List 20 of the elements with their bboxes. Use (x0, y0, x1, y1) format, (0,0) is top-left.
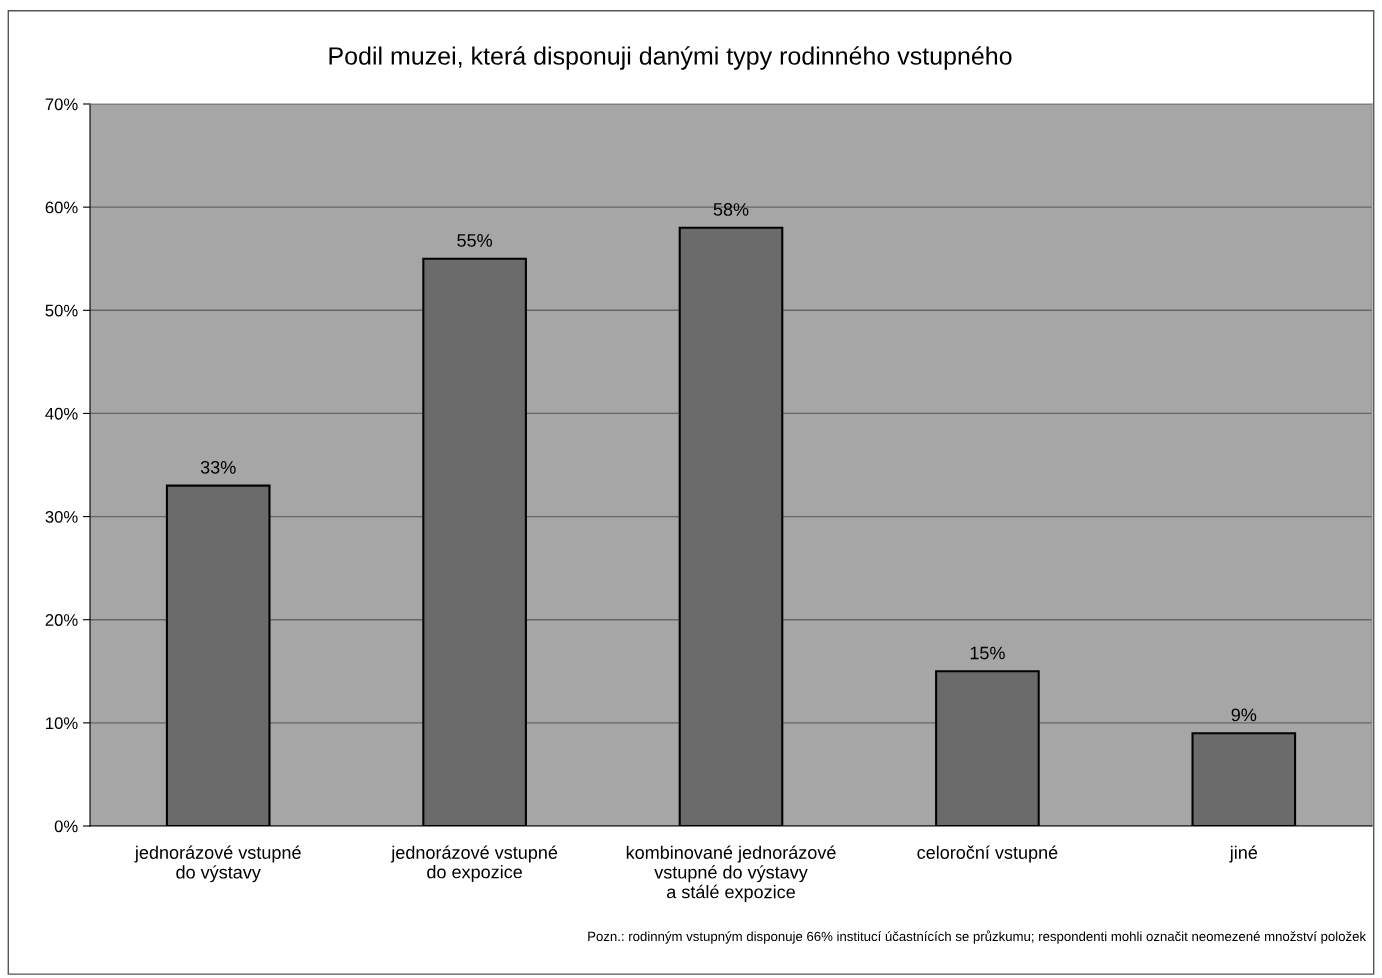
y-tick-label: 0% (54, 820, 78, 833)
text: Pozn.: rodinným vstupným disponuje 66% institucí účastnících se průzkumu; respondenti mohli označit neomezené množství položek (588, 930, 1367, 944)
y-tick-label: 70% (45, 98, 78, 111)
y-tick-label: 20% (45, 614, 78, 626)
x-tick-label: jednorázové vstupné do expozice (390, 845, 558, 882)
y-tick-label: 10% (46, 717, 78, 730)
x-tick-label: jiné (1229, 845, 1258, 863)
data-label: 33% (200, 460, 236, 474)
chart-title: Podil muzei, která disponuji danými typy rodinného vstupného (329, 46, 1012, 70)
data-label: 58% (713, 203, 749, 216)
y-tick-label: 40% (45, 407, 78, 420)
x-tick-label: jednorázové vstupné do výstavy (134, 845, 301, 883)
x-tick-label: kombinované jednorázové vstupné do výstavy a stálé expozice (626, 845, 836, 902)
data-label: 9% (1231, 708, 1257, 722)
y-tick-label: 30% (45, 510, 78, 523)
y-tick-label: 50% (45, 304, 78, 317)
x-tick-label: celoroční vstupné (917, 845, 1058, 863)
data-label: 55% (457, 234, 493, 247)
data-label: 15% (970, 646, 1005, 660)
y-tick-label: 60% (45, 201, 78, 214)
